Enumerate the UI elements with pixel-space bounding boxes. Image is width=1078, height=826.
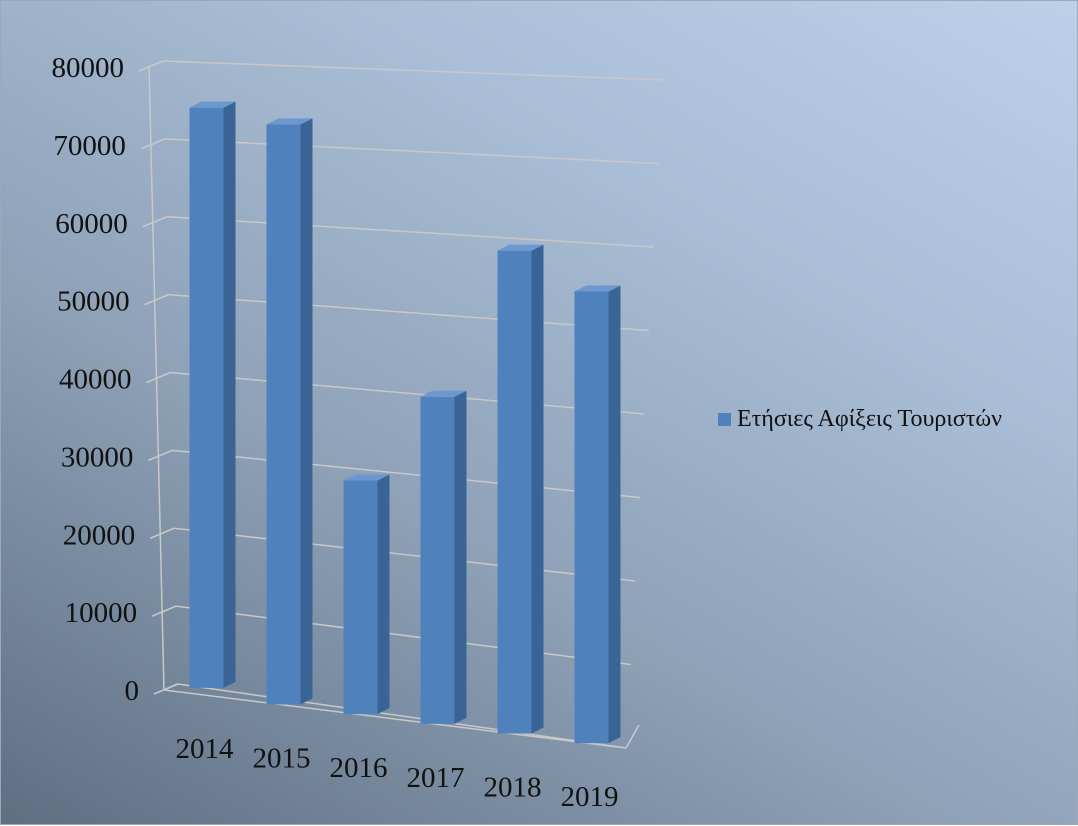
y-tick-label: 40000 bbox=[59, 364, 132, 396]
gridline bbox=[168, 293, 650, 332]
bar bbox=[266, 118, 313, 705]
x-tick-label: 2019 bbox=[561, 781, 619, 813]
bar-front bbox=[497, 250, 532, 734]
gridline-side bbox=[149, 527, 175, 539]
gridline bbox=[172, 449, 640, 499]
gridline-side bbox=[153, 683, 179, 695]
floor-right-edge bbox=[625, 724, 640, 749]
bar-top bbox=[266, 118, 313, 125]
bar bbox=[497, 244, 544, 734]
y-tick-label: 50000 bbox=[57, 286, 130, 318]
gridline bbox=[174, 527, 636, 582]
bar bbox=[574, 285, 621, 744]
gridline-side bbox=[151, 605, 177, 617]
bar-side bbox=[377, 474, 390, 715]
bar-side bbox=[300, 118, 313, 705]
y-tick-label: 0 bbox=[125, 675, 140, 707]
bar-front bbox=[189, 107, 224, 688]
bar-top bbox=[343, 474, 390, 481]
gridline-side bbox=[140, 138, 166, 150]
y-tick-label: 80000 bbox=[52, 52, 125, 84]
floor-front-edge bbox=[163, 689, 627, 749]
bar-side bbox=[531, 244, 544, 734]
bar-side bbox=[223, 101, 236, 688]
bar-series bbox=[189, 101, 621, 744]
gridline bbox=[166, 216, 654, 248]
bar-side bbox=[608, 285, 621, 744]
gridlines bbox=[138, 60, 664, 749]
bar-top bbox=[189, 101, 236, 108]
bar bbox=[189, 101, 236, 688]
gridline-side bbox=[144, 293, 169, 306]
legend-label: Ετήσιες Αφίξεις Τουριστών bbox=[737, 406, 1003, 432]
x-axis-ticks: 2014 2015 2016 2017 2018 2019 bbox=[176, 733, 619, 813]
gridline-side bbox=[148, 449, 173, 462]
bar-top bbox=[574, 285, 621, 292]
y-tick-label: 10000 bbox=[65, 597, 138, 629]
gridline bbox=[177, 683, 627, 749]
y-tick-label: 70000 bbox=[53, 130, 126, 162]
y-tick-label: 30000 bbox=[61, 441, 134, 473]
x-tick-label: 2014 bbox=[176, 733, 235, 765]
bar-front bbox=[574, 291, 609, 744]
bar-front bbox=[266, 124, 301, 705]
legend: Ετήσιες Αφίξεις Τουριστών bbox=[718, 406, 1002, 433]
legend-swatch bbox=[718, 413, 731, 426]
bar bbox=[343, 474, 390, 715]
bar-side bbox=[454, 390, 467, 724]
gridline bbox=[170, 371, 645, 415]
gridline-side bbox=[142, 216, 168, 228]
bar bbox=[420, 390, 467, 724]
bar-front bbox=[420, 396, 455, 724]
x-tick-label: 2016 bbox=[330, 752, 388, 784]
gridline bbox=[164, 138, 659, 165]
gridline-side bbox=[138, 60, 164, 72]
gridline-side bbox=[146, 371, 171, 384]
bar-top bbox=[420, 390, 467, 397]
bar-top bbox=[497, 244, 544, 251]
gridline bbox=[176, 605, 631, 666]
x-tick-label: 2015 bbox=[253, 743, 311, 775]
bar-front bbox=[343, 480, 378, 715]
y-tick-label: 20000 bbox=[63, 519, 136, 551]
x-tick-label: 2017 bbox=[407, 762, 465, 794]
y-tick-label: 60000 bbox=[55, 208, 128, 240]
y-axis-ticks: 0 10000 20000 30000 40000 50000 60000 70000 8000… bbox=[52, 52, 140, 707]
x-tick-label: 2018 bbox=[484, 772, 542, 804]
gridline bbox=[162, 60, 664, 81]
